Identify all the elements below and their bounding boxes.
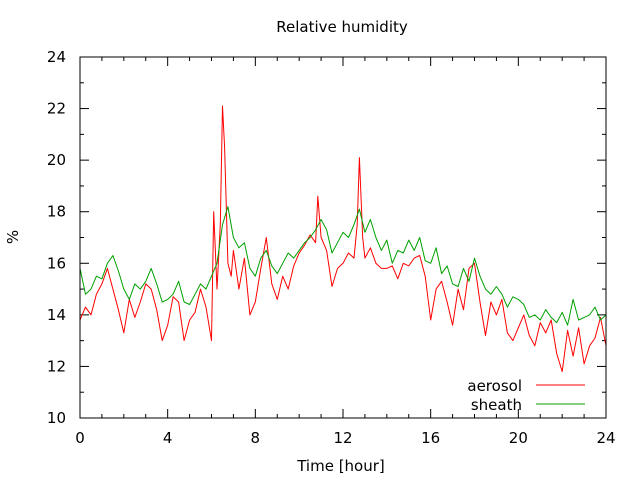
y-tick-label: 18 bbox=[47, 203, 66, 221]
plot-frame bbox=[79, 56, 607, 419]
legend: aerosol sheath bbox=[467, 377, 585, 414]
x-tick-label: 8 bbox=[251, 429, 261, 447]
x-axis-label: Time [hour] bbox=[296, 457, 385, 475]
x-tick-label: 0 bbox=[75, 429, 85, 447]
series-line-sheath bbox=[79, 206, 607, 326]
y-tick-label: 10 bbox=[47, 409, 66, 427]
y-tick-label: 16 bbox=[47, 254, 66, 272]
x-tick-label: 16 bbox=[421, 429, 440, 447]
x-tick-label: 20 bbox=[509, 429, 528, 447]
y-tick-label: 22 bbox=[47, 100, 66, 118]
x-tick-label: 12 bbox=[333, 429, 352, 447]
series-layer bbox=[79, 105, 607, 373]
y-axis-ticks: 10 12 14 16 18 20 22 24 bbox=[47, 48, 606, 427]
legend-label-sheath: sheath bbox=[471, 396, 522, 414]
y-axis-label: % bbox=[4, 230, 22, 244]
y-tick-label: 14 bbox=[47, 306, 66, 324]
y-tick-label: 20 bbox=[47, 151, 66, 169]
legend-label-aerosol: aerosol bbox=[467, 377, 522, 395]
chart-title: Relative humidity bbox=[276, 18, 408, 36]
x-tick-label: 4 bbox=[163, 429, 173, 447]
series-line-aerosol bbox=[79, 105, 607, 373]
y-tick-label: 12 bbox=[47, 357, 66, 375]
x-tick-label: 24 bbox=[596, 429, 615, 447]
x-axis-ticks: 0 4 8 12 16 20 24 bbox=[75, 57, 616, 447]
y-tick-label: 24 bbox=[47, 48, 66, 66]
